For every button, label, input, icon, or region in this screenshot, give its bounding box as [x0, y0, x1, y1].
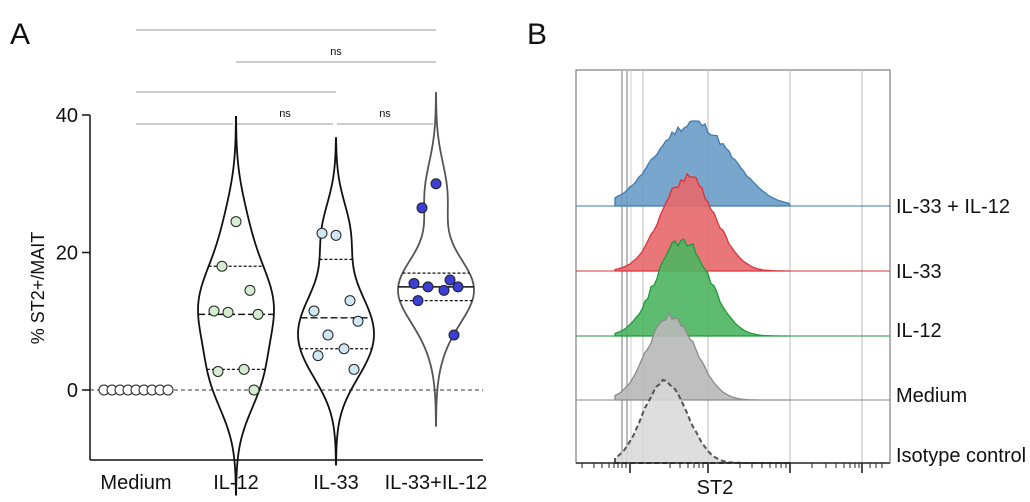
data-point [222, 306, 234, 318]
data-point [322, 329, 334, 341]
data-point [338, 343, 350, 355]
violin-il-33 [297, 137, 375, 466]
data-point [238, 363, 250, 375]
x-tick-label: IL-12 [213, 472, 259, 494]
data-point [212, 365, 224, 377]
x-ticks-log [576, 462, 890, 473]
y-axis-label: % ST2+/MAIT [28, 232, 48, 345]
violin-il-12 [197, 115, 275, 496]
data-point [162, 384, 174, 396]
violins [197, 92, 475, 496]
data-point [312, 350, 324, 362]
data-point [412, 295, 424, 307]
data-point [348, 363, 360, 375]
data-point [216, 260, 228, 272]
histogram-label: Isotype control [896, 445, 1026, 467]
histogram-label: IL-33 [896, 261, 942, 283]
panel-a: 0 20 40 ns ns ns Medium IL-12 IL-33 IL-33+IL-12… [28, 29, 487, 496]
data-point [444, 274, 456, 286]
data-point [438, 284, 450, 296]
histogram-label: IL-33 + IL-12 [896, 196, 1010, 218]
comparison-brackets: ns ns ns [136, 29, 436, 125]
violin-il-33-il-12 [397, 92, 475, 427]
histogram-label: Medium [896, 385, 967, 407]
significance-label: ns [330, 46, 342, 58]
histogram-il-33 [614, 172, 790, 272]
data-point [416, 202, 428, 214]
data-point [208, 305, 220, 317]
data-point [330, 229, 342, 241]
data-point [452, 281, 464, 293]
y-tick-label: 20 [56, 243, 78, 265]
x-tick-label: IL-33 [313, 472, 359, 494]
x-tick-labels: Medium IL-12 IL-33 IL-33+IL-12 [100, 472, 487, 494]
data-point [252, 308, 264, 320]
histogram-label: IL-12 [896, 320, 942, 342]
x-tick-label: Medium [100, 472, 171, 494]
data-point [430, 178, 442, 190]
data-point [344, 295, 356, 307]
data-point [308, 305, 320, 317]
panel-a-label: A [10, 18, 30, 51]
data-points [98, 178, 464, 396]
panel-b: IL-33 + IL-12 IL-33 IL-12 Medium Isotype con… [575, 69, 1026, 499]
x-axis-label: ST2 [697, 477, 734, 499]
histogram-il-33-il-12 [614, 120, 791, 207]
data-point [230, 216, 242, 228]
data-point [248, 384, 260, 396]
significance-label: ns [279, 108, 291, 120]
panel-b-label: B [527, 18, 547, 51]
y-tick-label: 0 [67, 380, 78, 402]
histograms [576, 120, 890, 464]
histogram-labels: IL-33 + IL-12 IL-33 IL-12 Medium Isotype con… [896, 196, 1026, 467]
data-point [244, 284, 256, 296]
x-tick-label: IL-33+IL-12 [385, 472, 488, 494]
data-point [352, 315, 364, 327]
data-point [422, 281, 434, 293]
y-tick-label: 40 [56, 105, 78, 127]
data-point [316, 227, 328, 239]
data-point [408, 277, 420, 289]
significance-label: ns [379, 108, 391, 120]
data-point [448, 329, 460, 341]
y-ticks: 0 20 40 [56, 105, 90, 402]
